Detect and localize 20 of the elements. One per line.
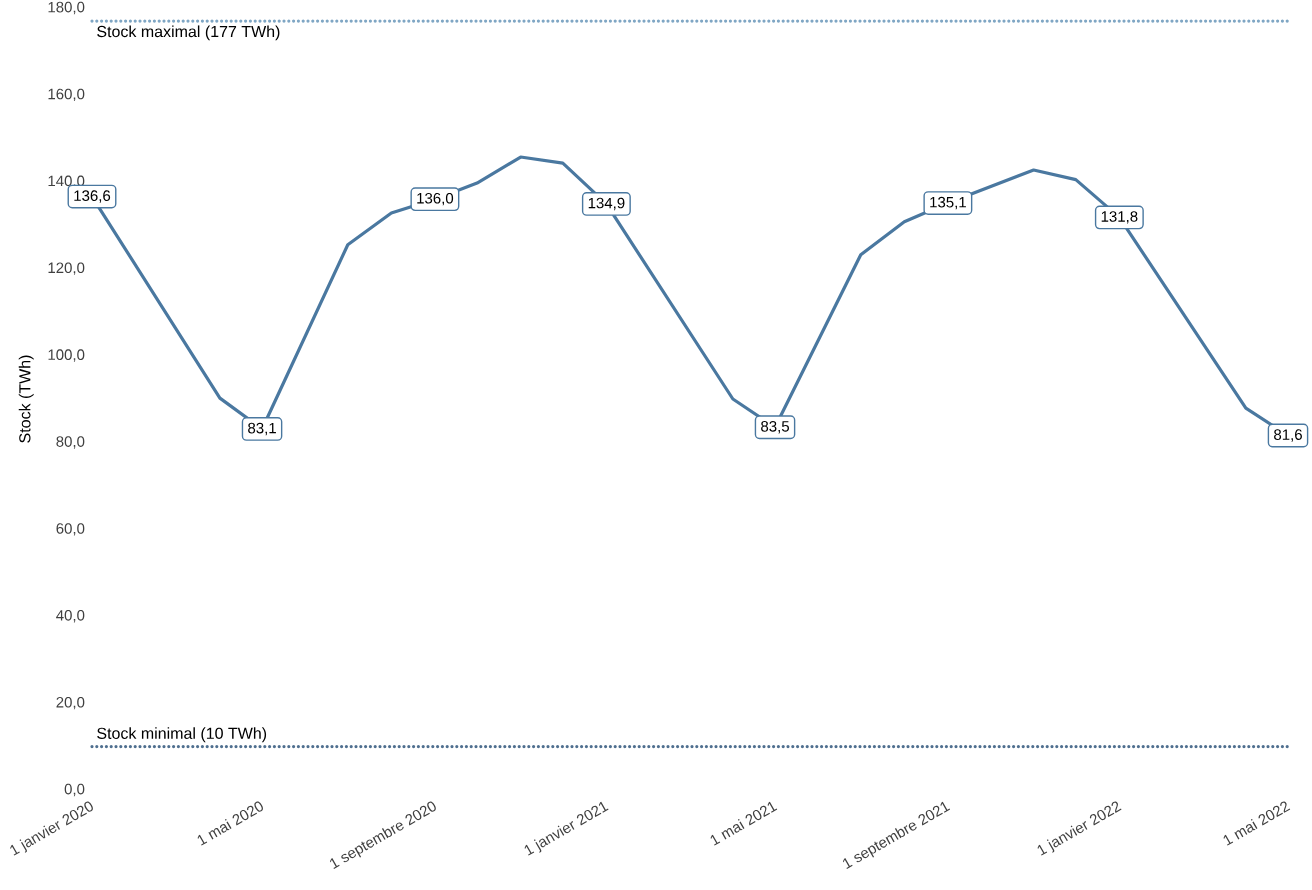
y-tick-label: 120,0 [48,262,85,275]
y-tick-label: 60,0 [56,523,85,536]
y-tick-label: 40,0 [56,610,85,623]
data-label: 136,0 [417,192,454,206]
data-label: 136,6 [74,190,111,203]
data-label: 131,8 [1101,211,1138,224]
x-tick-label: 1 mai 2021 [710,801,778,846]
y-tick-label: 160,0 [48,88,85,102]
x-tick-label: 1 mai 2022 [1223,801,1291,846]
y-tick-label: 100,0 [48,349,85,362]
x-tick-label: 1 mai 2020 [197,801,263,846]
y-tick-label: 80,0 [56,436,85,449]
data-label: 134,9 [588,197,625,211]
y-axis-title: Stock (TWh) [18,355,34,443]
y-tick-label: 20,0 [56,696,85,710]
ref-line-label: Stock maximal (177 TWh) [97,25,280,41]
data-label: 135,1 [930,196,966,210]
y-tick-label: 0,0 [64,783,85,797]
ref-line-label: Stock minimal (10 TWh) [97,727,267,743]
y-tick-label: 180,0 [48,1,85,15]
